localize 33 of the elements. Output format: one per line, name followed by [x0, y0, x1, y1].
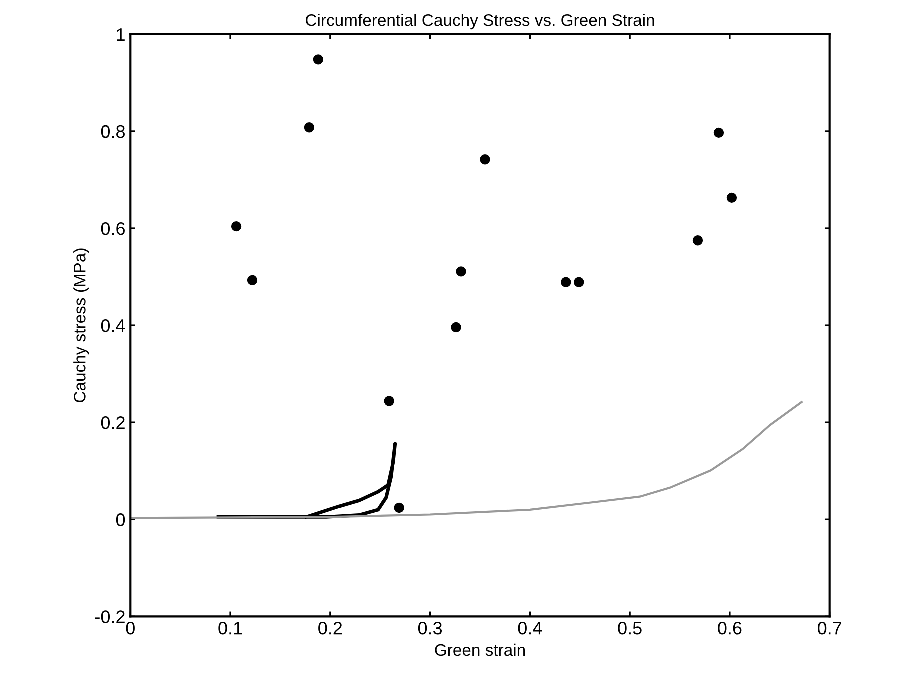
point [451, 322, 462, 333]
x-tick-label: 0.5 [618, 622, 642, 635]
x-tick-label: 0.7 [818, 622, 842, 635]
chart-title: Circumferential Cauchy Stress vs. Green Strain [306, 14, 654, 30]
x-axis-title: Green strain [435, 644, 526, 656]
y-tick-label: -0.2 [95, 610, 125, 624]
x-tick-label: 0.3 [418, 622, 442, 635]
point [304, 122, 315, 133]
point [692, 236, 704, 246]
y-tick-label: 0.6 [101, 222, 125, 236]
y-tick-label: 1 [117, 28, 125, 41]
x-tick-label: 0 [126, 622, 135, 635]
point [231, 221, 242, 232]
y-axis-title: Cauchy stress (MPa) [74, 248, 90, 402]
point [480, 154, 490, 165]
y-tick-label: 0.8 [101, 125, 125, 138]
point [726, 192, 738, 204]
point [561, 277, 572, 288]
x-tick-label: 0.1 [218, 622, 242, 635]
x-tick-label: 0.6 [718, 622, 742, 635]
y-tick-label: 0 [116, 514, 126, 526]
point [714, 128, 724, 138]
y-tick-label: 0.4 [101, 319, 126, 332]
x-tick-label: 0.4 [518, 622, 542, 635]
point [313, 54, 324, 65]
y-tick-label: 0.2 [101, 416, 125, 430]
point [394, 502, 404, 514]
point [456, 266, 466, 277]
point [247, 275, 258, 286]
point [384, 396, 394, 406]
x-tick-label: 0.2 [318, 622, 342, 635]
line-series [130, 401, 803, 520]
point [574, 277, 584, 288]
